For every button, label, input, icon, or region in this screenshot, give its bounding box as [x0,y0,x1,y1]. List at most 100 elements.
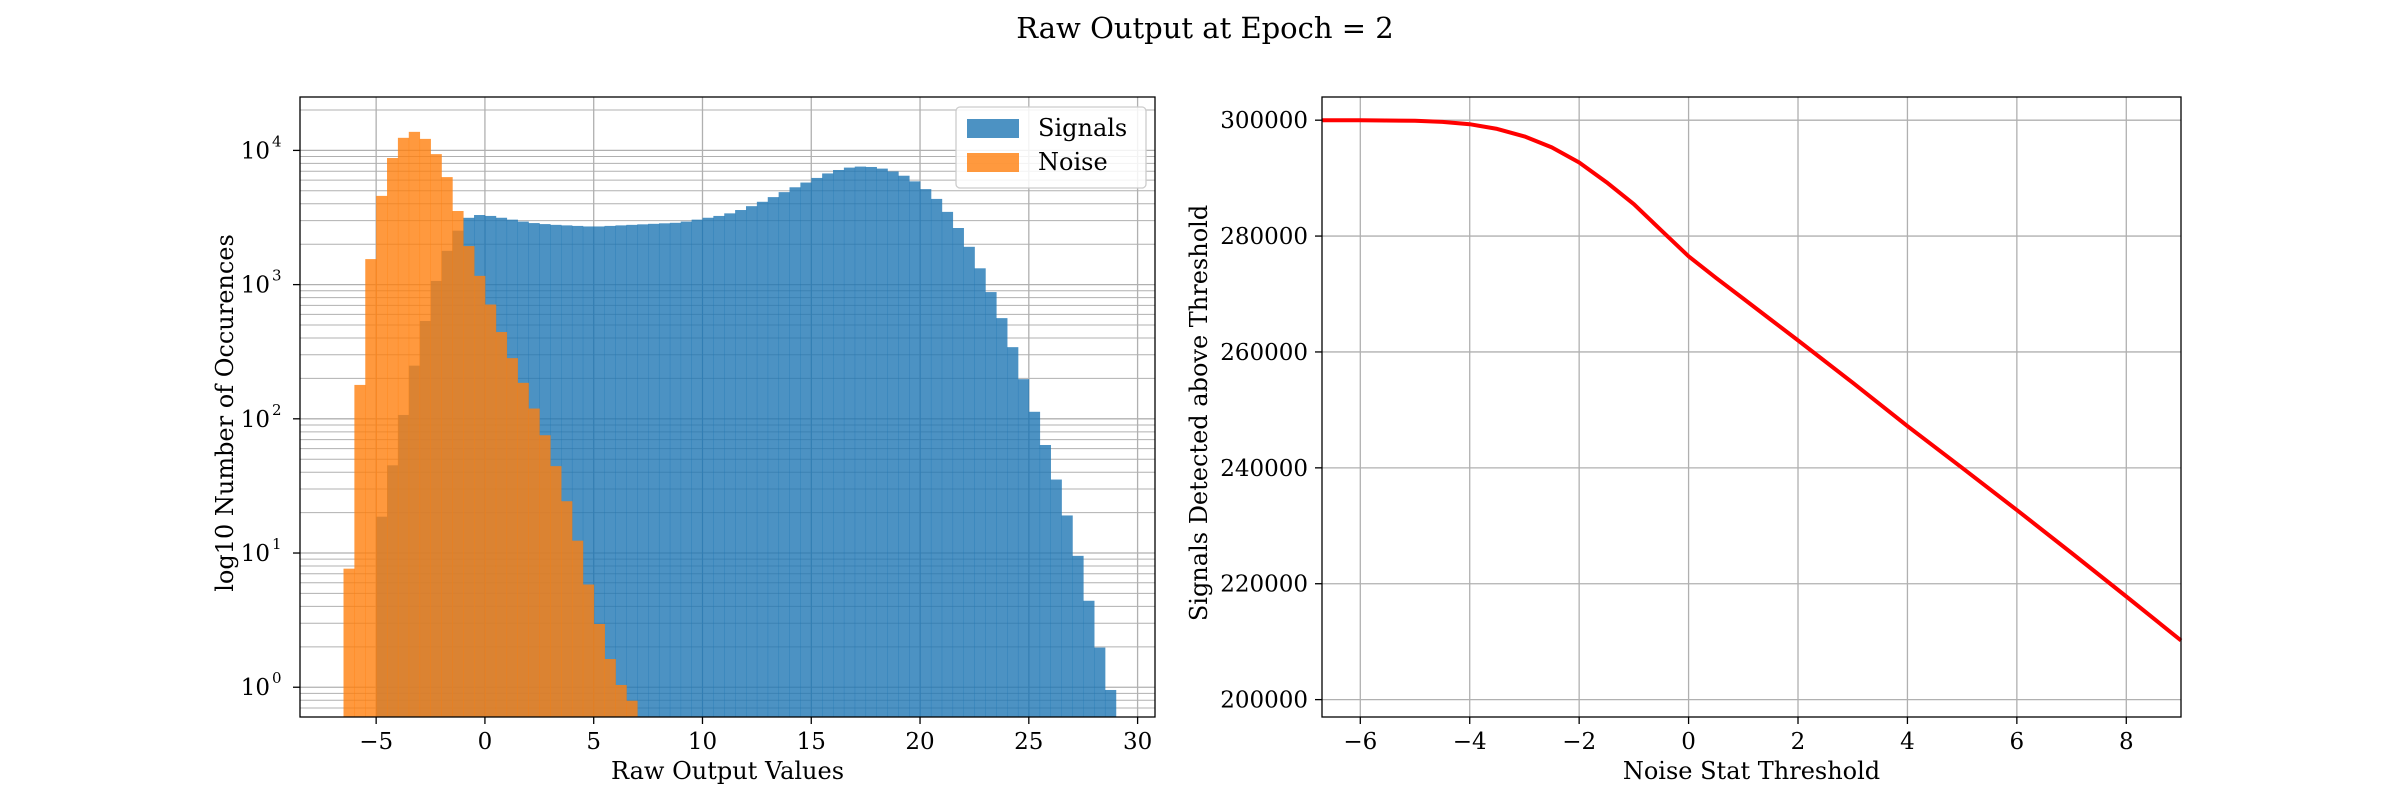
signals-bar [648,223,660,718]
signals-bar [691,219,703,718]
line-y-tick-label: 200000 [1220,688,1308,714]
signals-bar [789,187,801,717]
signals-bar [876,168,888,717]
line-x-tick-label: 0 [1681,729,1696,755]
histogram-y-tick-exponent: 2 [272,401,282,419]
noise-bar [408,131,421,718]
signals-bar [985,292,997,717]
noise-bar [550,466,562,717]
noise-bar [506,358,518,717]
line-y-tick-label: 220000 [1220,572,1308,598]
noise-bar [463,246,475,717]
noise-bar [419,138,431,718]
signals-bar [724,213,736,718]
noise-bar [626,700,638,717]
legend-label-noise: Noise [1038,148,1108,176]
signals-bar [865,166,877,717]
noise-bar [354,384,366,717]
noise-bar [343,568,355,717]
signals-bar [713,215,725,717]
histogram-y-tick-label: 10 [241,273,270,299]
signals-bar [702,217,714,717]
line-x-axis-label: Noise Stat Threshold [1623,757,1880,785]
signals-bar [952,228,964,717]
noise-bar [484,304,497,717]
signals-bar [822,173,834,718]
histogram-x-tick-label: 20 [905,729,934,755]
histogram-y-tick-label: 10 [241,138,270,164]
line-x-tick-label: −6 [1343,729,1377,755]
signals-bar [756,201,769,718]
signals-bar [1039,444,1051,717]
histogram-y-tick-exponent: 4 [272,132,282,150]
signals-bar [941,211,954,717]
signals-bar [778,192,790,718]
signals-bar [843,167,856,718]
signals-bar [1028,411,1041,717]
noise-bar [582,584,595,717]
signals-bar [604,225,616,717]
legend-swatch-noise [967,153,1019,172]
signals-bar [909,181,921,717]
signals-bar [930,198,943,717]
noise-bar [593,623,605,717]
signals-bar [658,223,671,717]
histogram-x-tick-label: −5 [359,729,393,755]
legend-label-signals: Signals [1038,114,1127,142]
signals-bar [833,169,845,718]
line-y-axis-label: Signals Detected above Threshold [1185,205,1213,621]
signals-detected-line [1322,118,2183,643]
line-x-tick-label: 2 [1791,729,1806,755]
noise-bar [539,435,551,717]
signals-bar [811,177,823,718]
signals-bar [745,206,758,717]
noise-bar [517,382,529,717]
threshold-line-panel: −6 −4 −2 0 2 4 6 8 200000 220000 240000 260000 28000… [1185,96,2183,785]
noise-bars [343,131,638,718]
histogram-x-tick-label: 10 [688,729,717,755]
noise-bar [376,195,388,717]
line-x-tick-label: 6 [2010,729,2025,755]
signals-bar [1061,515,1073,717]
noise-bar [615,684,627,717]
signals-bar [735,210,747,717]
noise-bar [528,408,540,717]
histogram-x-tick-label: 5 [586,729,601,755]
line-x-tick-label: −2 [1562,729,1596,755]
histogram-x-tick-label: 0 [478,729,493,755]
signals-bar [1104,689,1117,717]
line-chart-frame [1321,96,2182,718]
line-x-tick-label: 8 [2119,729,2134,755]
histogram-x-tick-label: 15 [797,729,826,755]
signals-bar [920,189,932,718]
signals-bar [571,225,584,717]
signals-bar [1083,600,1095,717]
signals-bar [1094,647,1106,717]
signals-bar [1017,379,1030,717]
noise-bar [474,275,486,717]
signals-bar [898,175,910,718]
signals-bar [615,225,627,717]
line-y-tick-label: 260000 [1220,340,1308,366]
noise-bar [365,259,377,717]
histogram-y-tick-exponent: 3 [272,267,282,285]
line-y-tick-label: 280000 [1220,224,1308,250]
histogram-legend: Signals Noise [955,106,1147,189]
histogram-y-tick-label: 10 [241,541,270,567]
histogram-y-tick-label: 10 [241,407,270,433]
line-x-tick-label: −4 [1453,729,1487,755]
noise-bar [604,659,616,717]
histogram-y-tick-exponent: 1 [272,535,282,553]
histogram-y-tick-label: 10 [241,675,270,701]
signals-bar [1007,347,1019,717]
line-grid [1322,97,2181,717]
histogram-x-tick-label: 25 [1014,729,1043,755]
noise-bar [441,177,453,718]
noise-bar [397,137,410,717]
noise-bar [561,501,573,717]
noise-bar [495,332,508,717]
signals-bar [854,166,867,717]
